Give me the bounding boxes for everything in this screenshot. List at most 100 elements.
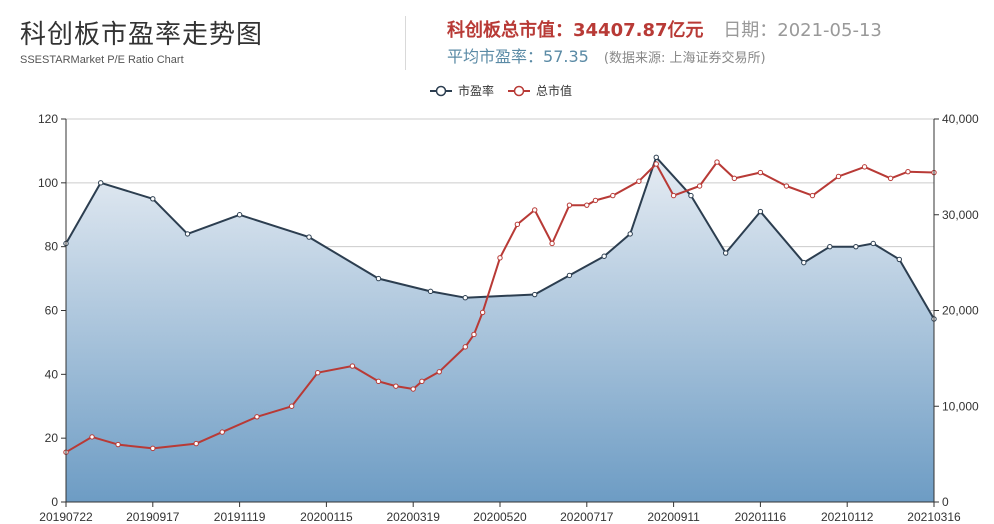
- market-cap-data-point: [471, 331, 477, 338]
- market-cap-data-point: [393, 383, 399, 389]
- market-cap-data-point: [436, 369, 442, 375]
- pe-data-point: [627, 231, 633, 237]
- pe-data-point: [688, 192, 694, 199]
- market-cap-data-point: [315, 370, 321, 376]
- market-cap-data-point: [193, 440, 199, 447]
- market-cap-data-point: [549, 240, 555, 247]
- pe-data-point: [150, 196, 156, 202]
- market-cap-data-point: [514, 221, 521, 228]
- market-cap-value: 34407.87亿元: [573, 20, 704, 41]
- market-cap-data-point: [809, 192, 816, 199]
- x-tick-label: 20190722: [39, 510, 93, 524]
- pe-data-point: [236, 212, 243, 218]
- legend-label: 市盈率: [458, 83, 494, 98]
- axes: 0 20 40 60 80 100 120 0 10,000 20,000 30,000 40,000…: [38, 112, 979, 524]
- x-tick-label: 20200717: [560, 510, 614, 524]
- x-tick-label: 20200115: [300, 510, 353, 524]
- pe-data-point: [827, 243, 833, 250]
- pe-data-point: [427, 288, 434, 295]
- pe-data-point: [375, 275, 382, 282]
- market-cap-data-point: [905, 168, 911, 175]
- market-cap-data-point: [835, 173, 842, 180]
- y-left-tick-label: 120: [38, 112, 58, 126]
- y-right-tick-label: 10,000: [942, 399, 979, 413]
- pe-data-point: [870, 240, 876, 247]
- pe-data-point: [462, 295, 468, 301]
- pe-area-fill: [66, 157, 934, 503]
- x-tick-label: 20191119: [214, 510, 266, 524]
- y-left-tick-label: 80: [45, 240, 59, 254]
- pe-value: 57.35: [543, 47, 589, 66]
- market-cap-data-point: [887, 175, 894, 182]
- market-cap-data-point: [861, 164, 868, 170]
- market-cap-data-point: [115, 441, 121, 448]
- chart-title: 科创板市盈率走势图: [20, 20, 264, 50]
- market-cap-data-point: [219, 429, 225, 435]
- pe-data-point: [801, 259, 807, 266]
- pe-data-point: [653, 154, 659, 161]
- market-cap-row: 科创板总市值：34407.87亿元 日期：2021-05-13: [447, 16, 882, 42]
- market-cap-data-point: [410, 386, 416, 392]
- y-left-tick-label: 60: [45, 304, 59, 318]
- y-right-tick-label: 40,000: [942, 112, 979, 126]
- market-cap-series-line[interactable]: [65, 161, 935, 454]
- market-cap-data-point: [731, 175, 738, 182]
- market-cap-data-point: [349, 363, 356, 369]
- market-cap-data-point: [653, 161, 659, 167]
- pe-data-point: [306, 234, 312, 240]
- x-tick-label: 20200319: [387, 510, 441, 524]
- market-cap-data-point: [566, 202, 573, 208]
- legend-swatch-marker: [435, 85, 447, 97]
- market-cap-data-point: [479, 309, 486, 316]
- market-cap-data-point: [757, 169, 764, 176]
- y-right-tick-label: 20,000: [942, 304, 979, 318]
- data-source: (数据来源: 上海证券交易所): [603, 51, 766, 66]
- y-left-tick-label: 0: [51, 495, 58, 509]
- market-cap-data-point: [462, 344, 468, 350]
- pe-row: 平均市盈率：57.35 (数据来源: 上海证券交易所): [447, 43, 766, 67]
- date-label: 日期：: [723, 20, 778, 41]
- pe-data-point: [722, 250, 729, 256]
- x-tick-label: 20190917: [126, 510, 180, 524]
- pe-data-point: [532, 291, 538, 298]
- market-cap-data-point: [375, 378, 382, 385]
- legend[interactable]: 市盈率 总市值: [430, 83, 572, 98]
- market-cap-data-point: [636, 178, 642, 184]
- chart-subtitle: SSESTARMarket P/E Ratio Chart: [20, 54, 184, 66]
- market-cap-data-point: [89, 434, 95, 440]
- market-cap-data-point: [670, 192, 677, 199]
- x-tick-label: 20210112: [821, 510, 874, 524]
- market-cap-data-point: [150, 445, 156, 452]
- pe-data-point: [896, 256, 902, 263]
- market-cap-data-point: [584, 202, 590, 208]
- header-divider: [405, 16, 406, 70]
- date-value: 2021-05-13: [777, 20, 882, 41]
- market-cap-data-point: [696, 183, 703, 189]
- market-cap-data-point: [288, 403, 295, 409]
- market-cap-data-point: [419, 378, 425, 385]
- pe-label: 平均市盈率：: [447, 47, 544, 66]
- y-right-tick-label: 30,000: [942, 208, 979, 222]
- pe-data-point: [566, 272, 573, 279]
- market-cap-data-point: [254, 414, 260, 420]
- market-cap-data-point: [592, 197, 599, 204]
- y-left-tick-label: 40: [45, 367, 59, 381]
- x-tick-label: 20200911: [647, 510, 700, 524]
- pe-data-point: [601, 253, 607, 259]
- y-left-tick-label: 20: [45, 431, 59, 445]
- y-right-tick-label: 0: [942, 495, 949, 509]
- pe-data-point: [184, 231, 191, 237]
- pe-data-point: [98, 180, 104, 186]
- y-left-tick-label: 100: [38, 176, 58, 190]
- pe-data-point: [853, 243, 859, 250]
- market-cap-data-point: [497, 255, 503, 261]
- pe-data-point: [757, 208, 764, 215]
- market-cap-data-point: [610, 192, 616, 199]
- market-cap-label: 科创板总市值：: [447, 20, 573, 41]
- market-cap-data-point: [783, 183, 790, 189]
- market-cap-data-point: [714, 159, 720, 165]
- market-cap-data-point: [532, 207, 538, 213]
- legend-swatch-marker: [513, 85, 525, 97]
- x-tick-label: 20201116: [735, 510, 787, 524]
